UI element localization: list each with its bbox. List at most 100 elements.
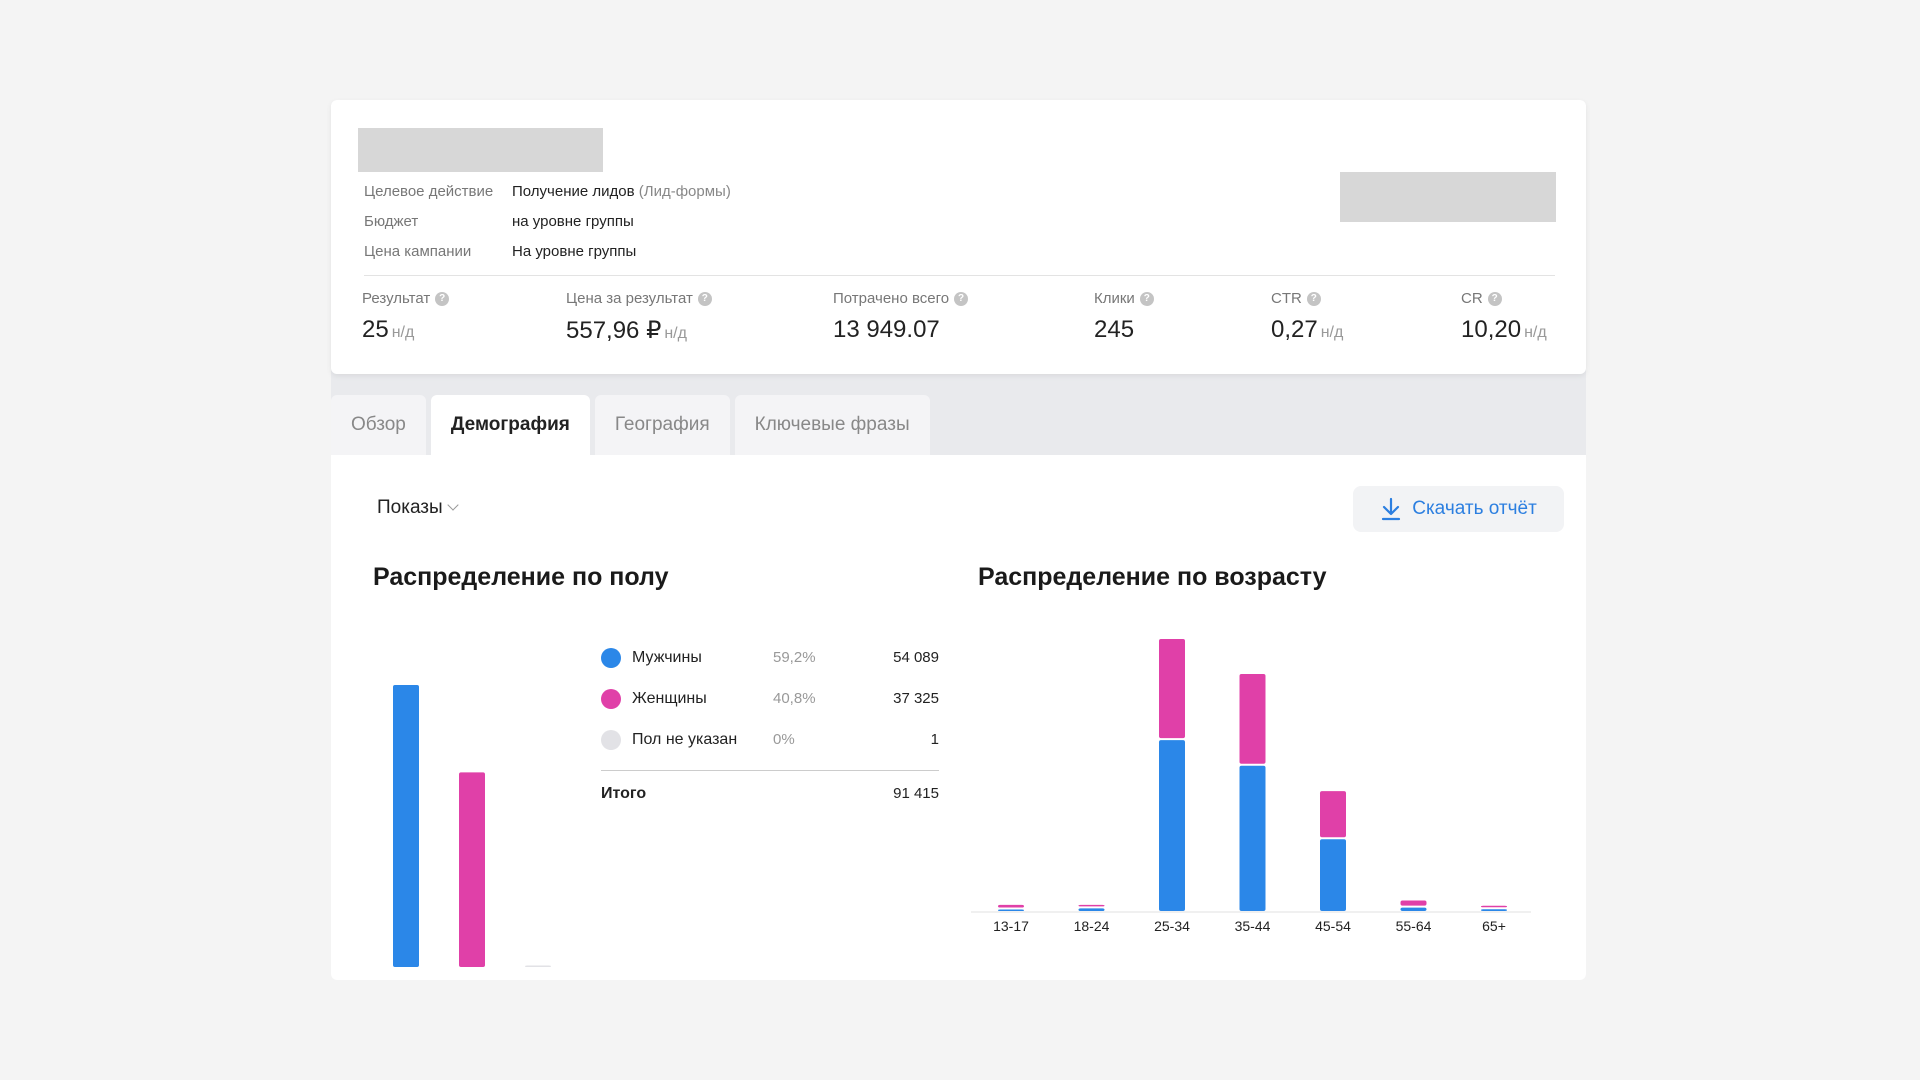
age-bar-female-13-17[interactable] (998, 904, 1024, 908)
bar-unknown[interactable] (525, 965, 551, 968)
legend-name: Пол не указан (632, 731, 738, 748)
metric-dropdown[interactable]: Показы (377, 497, 459, 519)
age-tick-label: 55-64 (1396, 918, 1432, 934)
age-bar-female-55-64[interactable] (1400, 900, 1427, 906)
metric-clicks: Клики? 245 (1094, 290, 1154, 344)
age-bar-female-65+[interactable] (1481, 905, 1507, 908)
age-tick-label: 65+ (1482, 918, 1506, 934)
help-icon[interactable]: ? (954, 291, 969, 306)
age-bar-male-18-24[interactable] (1078, 908, 1105, 911)
legend-row-male: Мужчины 59,2% 54 089 (601, 638, 939, 679)
female-dot-icon (601, 689, 621, 709)
metric-na: н/д (391, 324, 415, 341)
age-bar-male-45-54[interactable] (1320, 839, 1346, 911)
legend-row-total: Итого 91 415 (601, 771, 939, 813)
gender-title: Распределение по полу (373, 563, 669, 591)
metric-label: Клики (1094, 290, 1135, 307)
tab-keywords[interactable]: Ключевые фразы (734, 395, 930, 455)
prop-label: Бюджет (364, 212, 419, 230)
legend-value: 1 (930, 731, 939, 748)
metric-value: 245 (1094, 316, 1135, 343)
campaign-name-redacted (358, 128, 603, 172)
legend-pct: 0% (773, 731, 795, 748)
prop-value: Получение лидов (Лид-формы) (512, 182, 731, 200)
download-report-button[interactable]: Скачать отчёт (1353, 486, 1564, 532)
gender-chart (393, 685, 551, 968)
help-icon[interactable]: ? (435, 291, 450, 306)
age-tick-label: 18-24 (1074, 918, 1110, 934)
age-tick-label: 35-44 (1235, 918, 1271, 934)
metric-label: CR (1461, 290, 1483, 307)
legend-total-value: 91 415 (893, 785, 939, 802)
prop-label: Целевое действие (364, 182, 494, 200)
bar-male[interactable] (393, 685, 419, 967)
age-bar-male-65+[interactable] (1481, 909, 1507, 911)
campaign-summary-card: Целевое действие Получение лидов (Лид-фо… (331, 100, 1586, 374)
metric-label: CTR (1271, 290, 1302, 307)
prop-label: Цена кампании (364, 242, 472, 260)
legend-value: 37 325 (893, 690, 939, 707)
age-chart: 13-17 18-24 25-34 35-44 45-54 55-64 65+ (971, 639, 1531, 934)
metric-na: н/д (664, 325, 687, 342)
help-icon[interactable]: ? (1487, 291, 1502, 306)
campaign-status-redacted (1340, 172, 1556, 222)
legend-value: 54 089 (893, 649, 939, 666)
age-bar-female-45-54[interactable] (1320, 791, 1346, 838)
help-icon[interactable]: ? (697, 291, 712, 306)
prop-target-action: Целевое действие Получение лидов (Лид-фо… (364, 176, 731, 206)
metric-result: Результат? 25 н/д (362, 290, 450, 344)
metric-value: 10,20 (1461, 316, 1522, 343)
metric-value: 0,27 (1271, 316, 1318, 343)
legend-total-label: Итого (601, 785, 647, 802)
campaign-properties: Целевое действие Получение лидов (Лид-фо… (364, 176, 731, 266)
age-bar-male-35-44[interactable] (1239, 765, 1266, 911)
metric-value: 25 (362, 316, 389, 343)
metric-dropdown-value: Показы (377, 497, 443, 518)
age-bar-female-18-24[interactable] (1078, 904, 1105, 907)
metric-na: н/д (1524, 324, 1547, 341)
metric-value: 13 949.07 (833, 316, 940, 343)
metric-ctr: CTR? 0,27 н/д (1271, 290, 1343, 344)
tab-demography[interactable]: Демография (430, 395, 590, 455)
metric-na: н/д (1320, 324, 1344, 341)
legend-divider (601, 770, 939, 771)
summary-divider (364, 275, 1555, 276)
male-dot-icon (601, 648, 621, 668)
legend-name: Мужчины (632, 649, 702, 666)
demography-panel: Показы Скачать отчёт Распределение по по… (331, 455, 1586, 980)
report-container: Целевое действие Получение лидов (Лид-фо… (331, 100, 1586, 980)
download-icon (1382, 497, 1401, 521)
prop-value: На уровне группы (512, 242, 637, 260)
age-bar-male-25-34[interactable] (1159, 740, 1185, 911)
report-tabs: Обзор Демография География Ключевые фраз… (331, 395, 930, 455)
age-bar-male-13-17[interactable] (998, 909, 1024, 912)
download-report-label: Скачать отчёт (1412, 498, 1537, 519)
metric-label: Потрачено всего (833, 290, 950, 307)
metric-label: Результат (362, 290, 431, 307)
age-title: Распределение по возрасту (978, 563, 1327, 591)
legend-row-female: Женщины 40,8% 37 325 (601, 679, 939, 720)
age-tick-label: 45-54 (1315, 918, 1351, 934)
unknown-dot-icon (601, 730, 621, 750)
tab-geography[interactable]: География (594, 395, 730, 455)
prop-budget: Бюджет на уровне группы (364, 206, 731, 236)
metric-label: Цена за результат (566, 290, 693, 307)
metric-value: 557,96 ₽ (566, 317, 662, 344)
age-tick-label: 25-34 (1154, 918, 1190, 934)
bar-female[interactable] (459, 772, 485, 967)
prop-campaign-price: Цена кампании На уровне группы (364, 236, 731, 266)
help-icon[interactable]: ? (1306, 291, 1321, 306)
help-icon[interactable]: ? (1139, 291, 1154, 306)
tab-overview[interactable]: Обзор (331, 395, 426, 455)
metric-spent-total: Потрачено всего? 13 949.07 (833, 290, 969, 344)
age-bar-female-25-34[interactable] (1159, 639, 1185, 739)
metric-cost-per-result: Цена за результат? 557,96 ₽ н/д (566, 290, 712, 345)
chevron-down-icon (447, 499, 459, 511)
age-bar-female-35-44[interactable] (1239, 674, 1266, 764)
legend-pct: 40,8% (773, 690, 816, 707)
legend-pct: 59,2% (773, 649, 816, 666)
age-bar-male-55-64[interactable] (1400, 907, 1427, 911)
age-tick-label: 13-17 (993, 918, 1029, 934)
prop-value: на уровне группы (512, 212, 634, 230)
legend-name: Женщины (632, 690, 707, 707)
